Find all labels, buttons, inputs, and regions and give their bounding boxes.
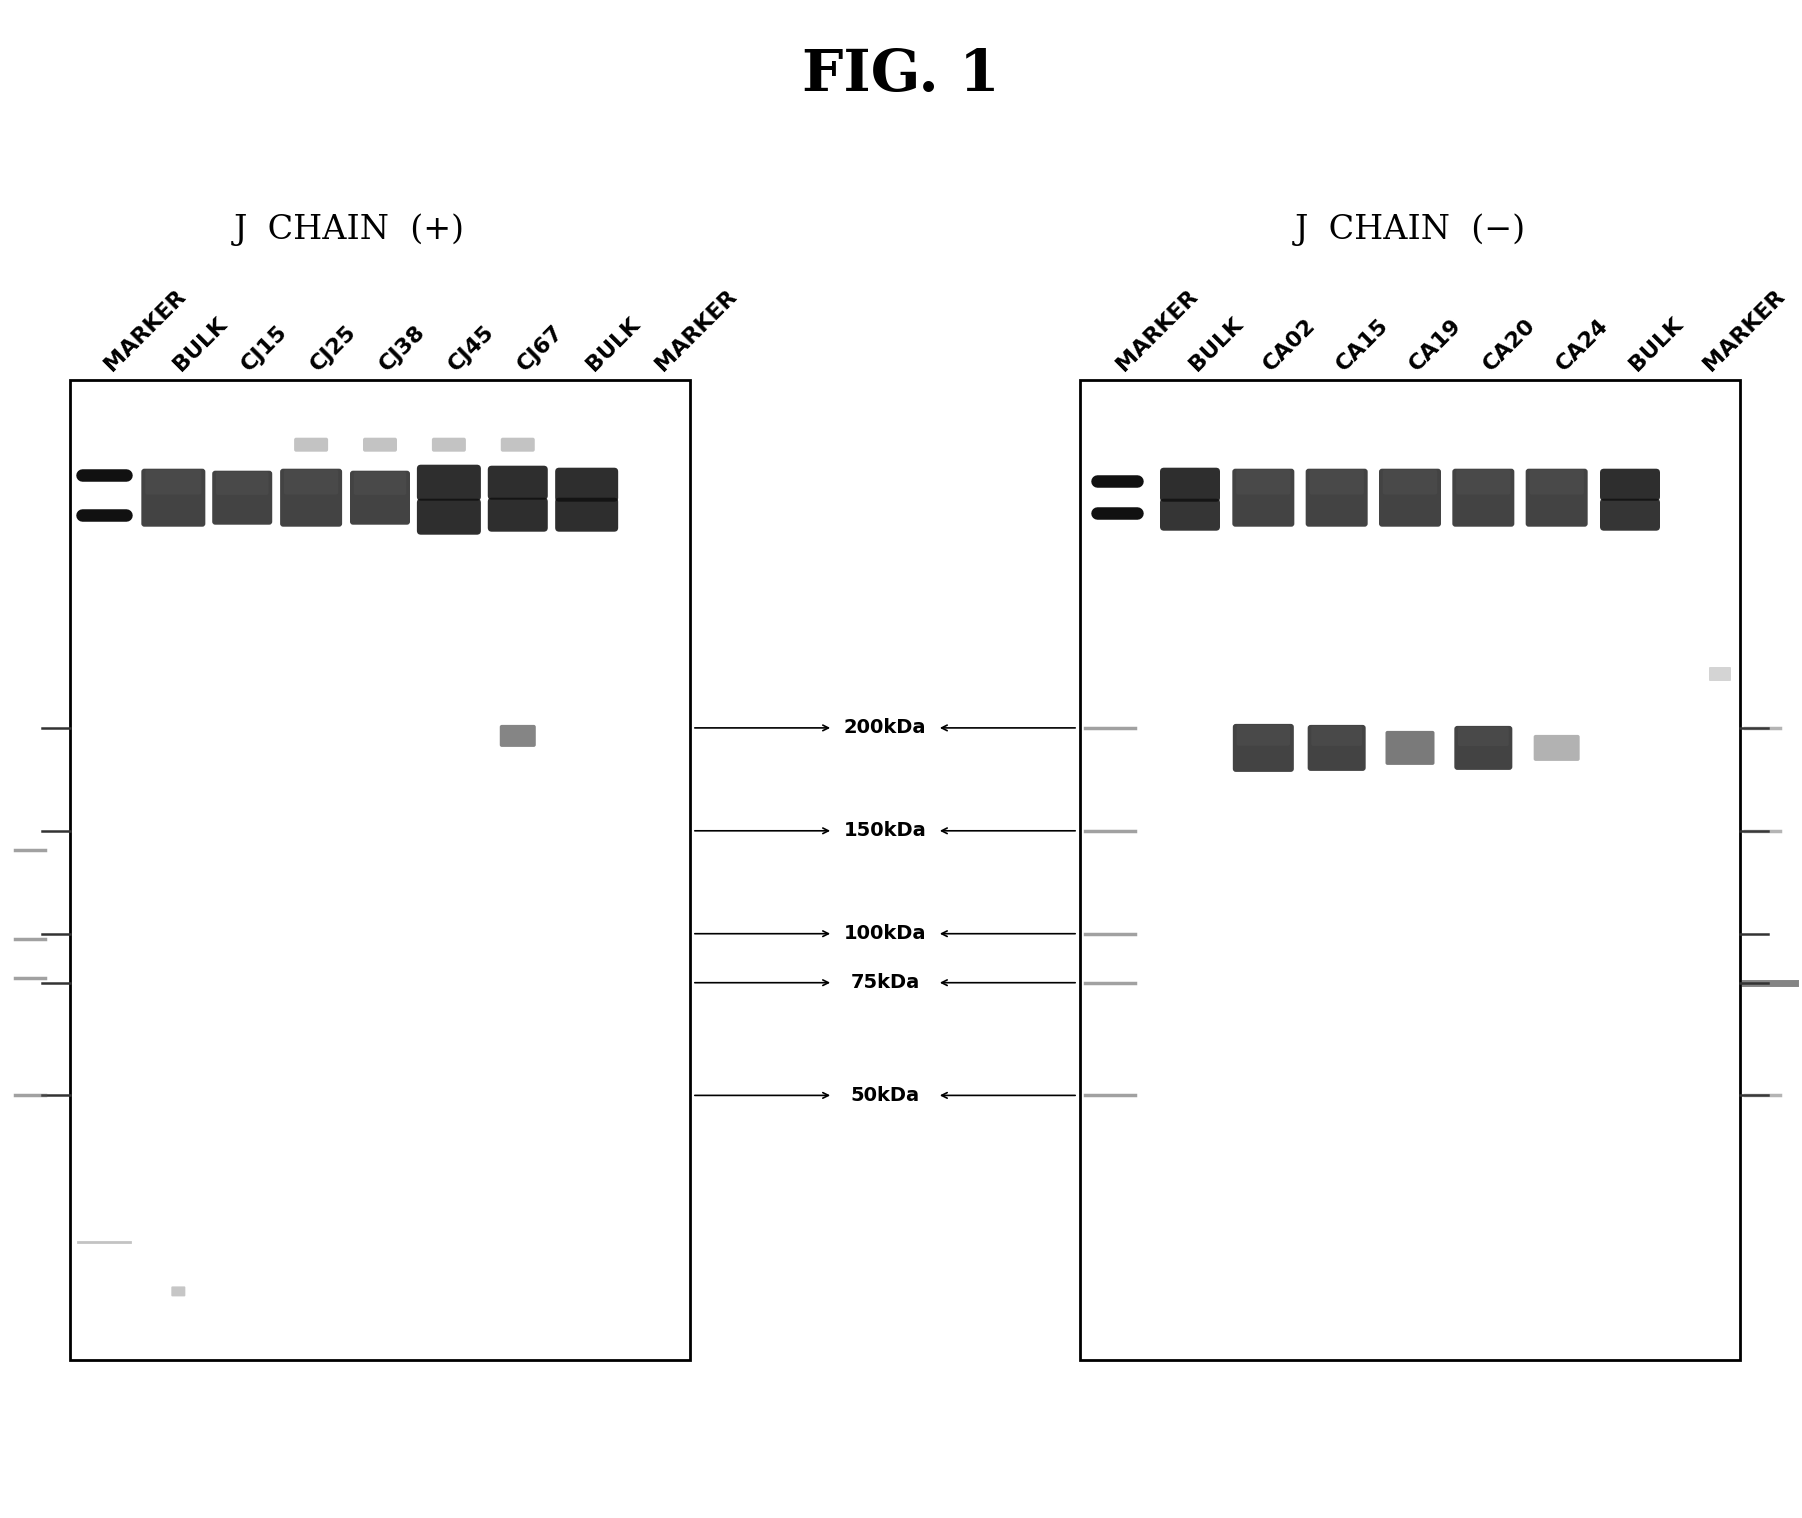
- Bar: [1079, 380, 1741, 1360]
- FancyBboxPatch shape: [416, 465, 481, 501]
- Text: J  CHAIN  (+): J CHAIN (+): [234, 214, 465, 246]
- Text: J  CHAIN  (−): J CHAIN (−): [1294, 214, 1526, 246]
- FancyBboxPatch shape: [416, 499, 481, 534]
- Text: BULK: BULK: [1625, 314, 1687, 375]
- Text: MARKER: MARKER: [652, 287, 741, 375]
- Text: 150kDa: 150kDa: [843, 821, 926, 841]
- Text: 75kDa: 75kDa: [851, 973, 919, 993]
- Text: 200kDa: 200kDa: [843, 718, 926, 738]
- FancyBboxPatch shape: [213, 471, 272, 525]
- FancyBboxPatch shape: [1452, 469, 1514, 527]
- Text: 100kDa: 100kDa: [843, 924, 926, 943]
- Text: CA24: CA24: [1553, 316, 1613, 375]
- FancyBboxPatch shape: [1233, 724, 1294, 771]
- FancyBboxPatch shape: [555, 498, 618, 531]
- FancyBboxPatch shape: [1233, 469, 1294, 527]
- Text: FIG. 1: FIG. 1: [802, 47, 1000, 103]
- FancyBboxPatch shape: [1600, 499, 1660, 531]
- FancyBboxPatch shape: [1456, 469, 1510, 495]
- FancyBboxPatch shape: [1530, 469, 1584, 495]
- Text: BULK: BULK: [1186, 314, 1247, 375]
- Text: CJ67: CJ67: [514, 322, 568, 375]
- FancyBboxPatch shape: [488, 498, 548, 531]
- FancyBboxPatch shape: [171, 1286, 186, 1296]
- Bar: [70, 380, 690, 1360]
- FancyBboxPatch shape: [488, 466, 548, 499]
- FancyBboxPatch shape: [555, 468, 618, 502]
- Text: CA02: CA02: [1260, 316, 1319, 375]
- FancyBboxPatch shape: [1386, 730, 1434, 765]
- Text: CJ38: CJ38: [377, 322, 429, 375]
- FancyBboxPatch shape: [294, 437, 328, 452]
- Text: CA19: CA19: [1406, 316, 1465, 375]
- FancyBboxPatch shape: [1454, 726, 1512, 770]
- FancyBboxPatch shape: [279, 469, 342, 527]
- FancyBboxPatch shape: [499, 726, 535, 747]
- Text: MARKER: MARKER: [101, 287, 189, 375]
- FancyBboxPatch shape: [1526, 469, 1588, 527]
- Text: BULK: BULK: [582, 314, 643, 375]
- FancyBboxPatch shape: [1458, 727, 1508, 747]
- FancyBboxPatch shape: [350, 471, 411, 525]
- FancyBboxPatch shape: [141, 469, 205, 527]
- FancyBboxPatch shape: [353, 472, 405, 495]
- Text: BULK: BULK: [169, 314, 231, 375]
- FancyBboxPatch shape: [1382, 469, 1438, 495]
- FancyBboxPatch shape: [1708, 666, 1732, 682]
- FancyBboxPatch shape: [146, 469, 202, 495]
- Text: 50kDa: 50kDa: [851, 1085, 919, 1105]
- FancyBboxPatch shape: [1236, 469, 1290, 495]
- Text: MARKER: MARKER: [1699, 287, 1788, 375]
- Text: CA15: CA15: [1333, 316, 1393, 375]
- FancyBboxPatch shape: [216, 472, 268, 495]
- FancyBboxPatch shape: [1312, 726, 1362, 745]
- FancyBboxPatch shape: [285, 469, 339, 495]
- FancyBboxPatch shape: [1160, 499, 1220, 531]
- FancyBboxPatch shape: [362, 437, 396, 452]
- Text: CJ25: CJ25: [306, 322, 360, 375]
- Text: CA20: CA20: [1479, 316, 1539, 375]
- Text: CJ15: CJ15: [238, 322, 292, 375]
- FancyBboxPatch shape: [1236, 726, 1290, 745]
- FancyBboxPatch shape: [501, 437, 535, 452]
- Text: MARKER: MARKER: [1112, 287, 1202, 375]
- FancyBboxPatch shape: [1379, 469, 1442, 527]
- FancyBboxPatch shape: [1310, 469, 1364, 495]
- FancyBboxPatch shape: [1600, 469, 1660, 501]
- FancyBboxPatch shape: [1308, 726, 1366, 771]
- FancyBboxPatch shape: [1306, 469, 1368, 527]
- FancyBboxPatch shape: [1160, 468, 1220, 502]
- FancyBboxPatch shape: [1534, 735, 1580, 761]
- Text: CJ45: CJ45: [445, 322, 497, 375]
- FancyBboxPatch shape: [432, 437, 467, 452]
